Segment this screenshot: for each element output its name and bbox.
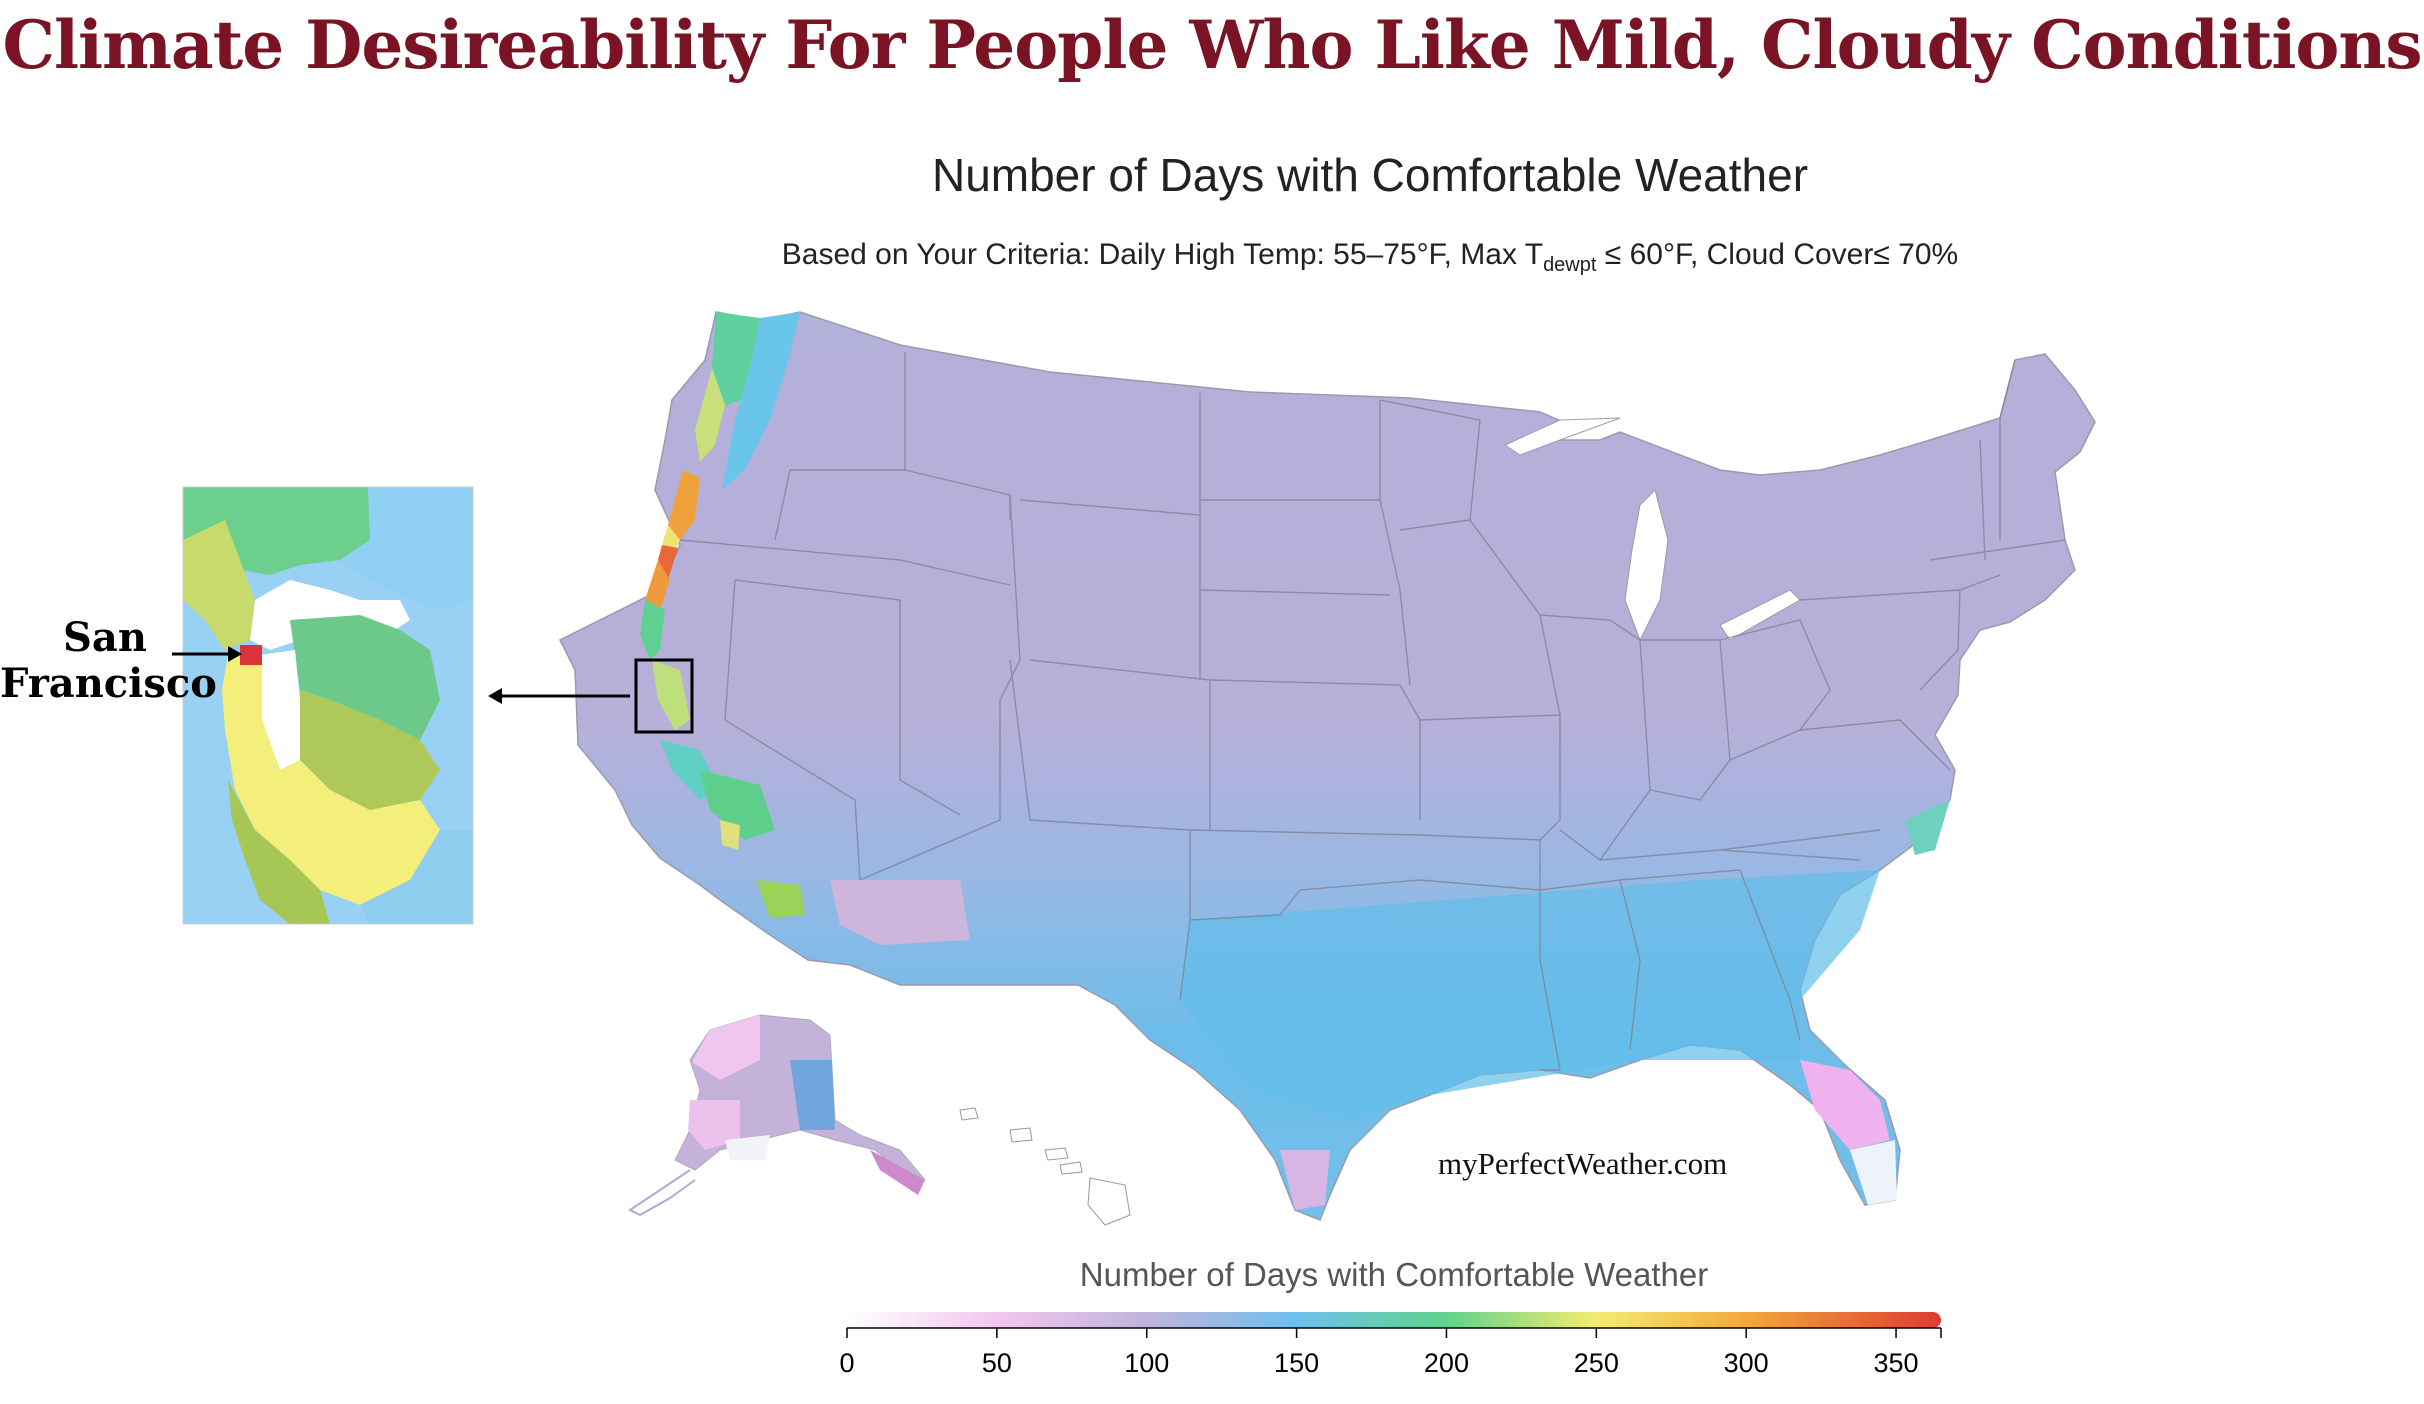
coast-band-bay-area (652, 660, 690, 730)
aleutian-islands (628, 1169, 696, 1217)
inset-yellow-peninsula (222, 655, 440, 905)
patch-florida-white (1850, 1140, 1897, 1205)
coast-band-washington (712, 312, 760, 405)
coast-band-socal-yellow (720, 820, 740, 850)
zoom-arrowhead (488, 688, 502, 704)
coast-band-norcal-orange (645, 560, 670, 610)
legend-title: Number of Days with Comfortable Weather (1079, 1256, 1709, 1293)
coast-band-socal-lime (756, 880, 805, 918)
subtitle-subscript: dewpt (1543, 254, 1597, 276)
coast-band-norcal-green (640, 600, 665, 660)
legend-ticks: 0 50 100 150 200 250 300 350 (839, 1328, 1942, 1378)
subtitle-prefix: Based on Your Criteria: Daily High Temp:… (781, 238, 1544, 271)
subtitle-suffix: ≤ 60°F, Cloud Cover≤ 70% (1596, 238, 1959, 271)
legend-tick-label: 50 (982, 1348, 1012, 1378)
alaska-pink-south (688, 1100, 740, 1150)
coast-band-oregon (695, 368, 725, 462)
legend-tick-label: 300 (1724, 1348, 1769, 1378)
inset-lightblue-south (360, 830, 473, 924)
alaska-panhandle (870, 1150, 925, 1195)
headline: Climate Desireability For People Who Lik… (2, 6, 2422, 84)
inset-frame (182, 486, 474, 925)
alaska-white-coast (725, 1135, 770, 1160)
hawaii-island-4 (1059, 1161, 1083, 1175)
legend-tick-label: 150 (1274, 1348, 1319, 1378)
coast-band-socal-green (700, 770, 775, 840)
coast-band-oregon-orange (668, 470, 700, 540)
legend-tick-label: 200 (1424, 1348, 1469, 1378)
patch-southern-blue (1180, 870, 1880, 1120)
inset-label-line2: Francisco (0, 660, 217, 707)
legend-tick-label: 100 (1124, 1348, 1169, 1378)
inset-sf-red-pixel (240, 645, 262, 665)
inset-white-bay-south (260, 650, 300, 770)
inset-lime-peninsula-west (228, 780, 330, 924)
zoom-box (634, 658, 694, 734)
map-title: Number of Days with Comfortable Weather (931, 149, 1809, 201)
legend: 0 50 100 150 200 250 300 350 (839, 1312, 1942, 1378)
hawaii-island-1 (959, 1107, 979, 1121)
coast-band-washington-inner (722, 312, 800, 490)
legend-tick-label: 250 (1574, 1348, 1619, 1378)
patch-carolina-teal (1905, 800, 1950, 855)
inset-label-line1: San (63, 614, 147, 661)
inset-green-east-bay (290, 615, 440, 740)
sf-pointer-arrowhead (228, 646, 242, 662)
legend-tick-label: 350 (1874, 1348, 1919, 1378)
alaska-pink-west (692, 1015, 760, 1080)
legend-colorbar (847, 1312, 1941, 1328)
alaska (628, 1014, 927, 1217)
inset-lime-marin (183, 520, 255, 650)
patch-florida-pink (1800, 1060, 1890, 1150)
map-subtitle: Based on Your Criteria: Daily High Temp:… (0, 238, 2424, 277)
state-borders (679, 352, 2066, 1071)
coast-band-norcal-red (658, 545, 678, 580)
sf-inset (183, 487, 473, 924)
hawaii (959, 1107, 1131, 1226)
lake-superior (1503, 417, 1621, 456)
inset-lime-east-bay-south (300, 690, 440, 810)
hawaii-big-island (1087, 1177, 1131, 1226)
hawaii-island-2 (1009, 1127, 1033, 1143)
inset-lightblue-northeast (340, 487, 473, 610)
watermark: myPerfectWeather.com (1438, 1146, 1728, 1181)
patch-arizona-pink (830, 880, 970, 945)
contiguous-us-map (558, 311, 2096, 1221)
alaska-blue-east (790, 1060, 835, 1130)
patch-south-texas-pink (1280, 1150, 1330, 1210)
legend-tick-label: 0 (839, 1348, 854, 1378)
lake-michigan (1624, 489, 1669, 642)
hawaii-island-3 (1044, 1147, 1069, 1161)
